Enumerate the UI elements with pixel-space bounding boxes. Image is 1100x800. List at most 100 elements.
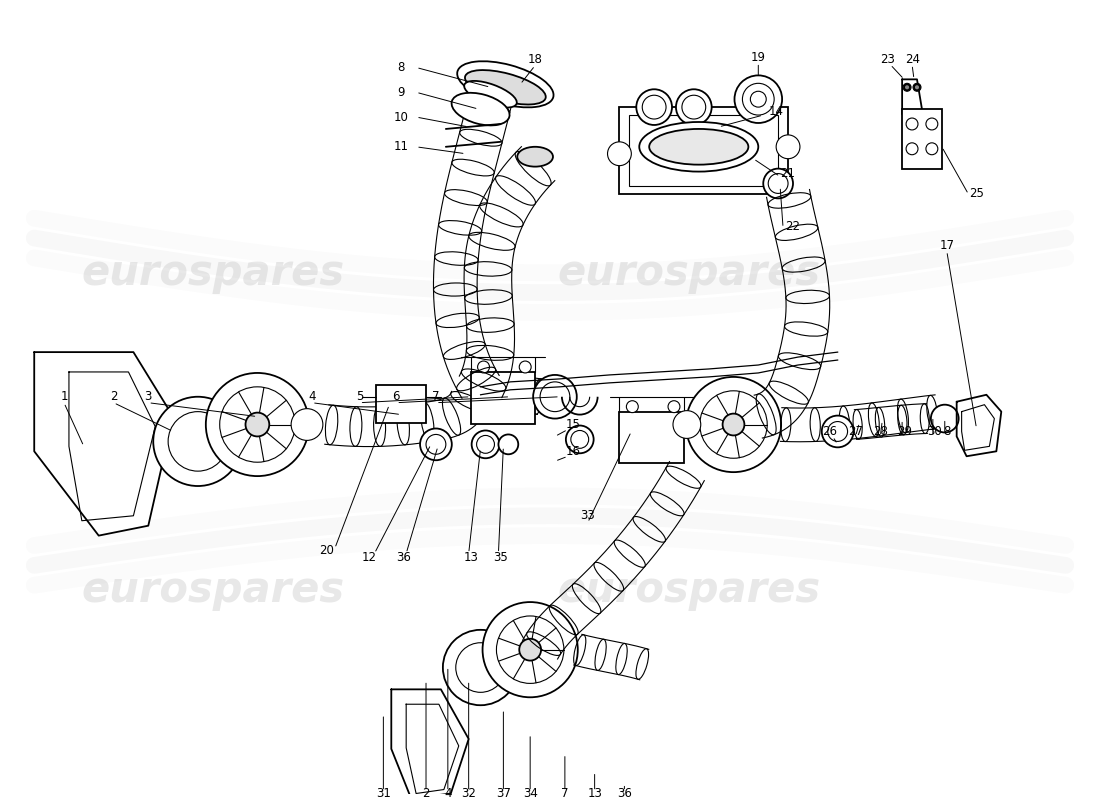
Text: 18: 18: [528, 53, 542, 66]
Text: 2: 2: [422, 787, 430, 800]
Text: 7: 7: [432, 390, 440, 403]
Circle shape: [906, 143, 918, 154]
Text: 29: 29: [898, 425, 913, 438]
Circle shape: [483, 602, 578, 698]
Circle shape: [931, 405, 959, 433]
Circle shape: [607, 142, 631, 166]
Text: 10: 10: [394, 110, 409, 123]
Circle shape: [153, 397, 242, 486]
Text: eurospares: eurospares: [81, 252, 344, 294]
Bar: [471, 372, 535, 423]
Text: 20: 20: [319, 544, 334, 557]
Text: 7: 7: [561, 787, 569, 800]
Polygon shape: [957, 394, 1001, 456]
Ellipse shape: [464, 81, 517, 107]
Text: 36: 36: [396, 551, 410, 564]
Polygon shape: [392, 690, 469, 798]
Ellipse shape: [465, 70, 546, 105]
Circle shape: [571, 430, 588, 448]
Text: 26: 26: [822, 425, 837, 438]
Circle shape: [777, 135, 800, 158]
Circle shape: [519, 638, 541, 661]
Text: eurospares: eurospares: [558, 252, 821, 294]
Text: 5: 5: [356, 390, 363, 403]
Circle shape: [443, 630, 518, 706]
Circle shape: [626, 401, 638, 413]
Circle shape: [245, 413, 270, 437]
Circle shape: [426, 434, 446, 454]
Text: 32: 32: [461, 787, 476, 800]
Circle shape: [477, 361, 490, 373]
Circle shape: [735, 75, 782, 123]
Text: eurospares: eurospares: [558, 569, 821, 611]
Circle shape: [686, 377, 781, 472]
Circle shape: [904, 84, 910, 90]
Text: 31: 31: [376, 787, 390, 800]
Bar: [619, 107, 788, 194]
Circle shape: [700, 390, 767, 458]
Circle shape: [913, 83, 921, 91]
Circle shape: [496, 616, 564, 683]
Bar: [376, 385, 426, 422]
Circle shape: [673, 410, 701, 438]
Circle shape: [822, 415, 854, 447]
Polygon shape: [902, 79, 922, 124]
Text: 4: 4: [308, 390, 316, 403]
Circle shape: [540, 382, 570, 412]
Ellipse shape: [452, 93, 509, 126]
Bar: [629, 115, 778, 186]
Text: eurospares: eurospares: [81, 569, 344, 611]
Text: 8: 8: [397, 61, 405, 74]
Text: 4: 4: [444, 787, 452, 800]
Text: 36: 36: [617, 787, 631, 800]
Circle shape: [565, 426, 594, 454]
Circle shape: [682, 95, 706, 119]
Text: 30: 30: [927, 425, 943, 438]
Circle shape: [498, 434, 518, 454]
Bar: [619, 412, 684, 463]
Text: 19: 19: [751, 51, 766, 64]
Text: 24: 24: [905, 53, 921, 66]
Text: 33: 33: [581, 510, 595, 522]
Text: 13: 13: [587, 787, 602, 800]
Circle shape: [723, 414, 745, 435]
Text: 16: 16: [565, 445, 581, 458]
Text: 27: 27: [848, 425, 864, 438]
Text: 14: 14: [769, 105, 783, 118]
Circle shape: [914, 84, 920, 90]
Circle shape: [472, 430, 499, 458]
Text: 25: 25: [969, 187, 983, 200]
Circle shape: [827, 422, 848, 442]
Circle shape: [668, 401, 680, 413]
Text: 22: 22: [785, 220, 801, 233]
Text: 21: 21: [781, 167, 795, 180]
Circle shape: [906, 118, 918, 130]
Ellipse shape: [649, 129, 748, 165]
Text: 35: 35: [493, 551, 508, 564]
Circle shape: [455, 642, 505, 692]
Text: 17: 17: [939, 239, 955, 253]
Circle shape: [642, 95, 666, 119]
Text: 8: 8: [943, 425, 950, 438]
Text: 9: 9: [397, 86, 405, 98]
Bar: [902, 109, 942, 169]
Polygon shape: [34, 352, 173, 536]
Circle shape: [926, 143, 938, 154]
Text: 15: 15: [565, 418, 581, 431]
Text: 12: 12: [362, 551, 377, 564]
Circle shape: [534, 375, 576, 418]
Circle shape: [903, 83, 911, 91]
Text: 13: 13: [463, 551, 478, 564]
Circle shape: [768, 174, 788, 194]
Circle shape: [636, 90, 672, 125]
Circle shape: [676, 90, 712, 125]
Ellipse shape: [639, 122, 758, 171]
Text: 28: 28: [873, 425, 888, 438]
Circle shape: [750, 91, 767, 107]
Circle shape: [519, 361, 531, 373]
Text: 34: 34: [522, 787, 538, 800]
Text: 1: 1: [60, 390, 68, 403]
Text: 23: 23: [880, 53, 894, 66]
Circle shape: [292, 409, 323, 440]
Ellipse shape: [517, 146, 553, 166]
